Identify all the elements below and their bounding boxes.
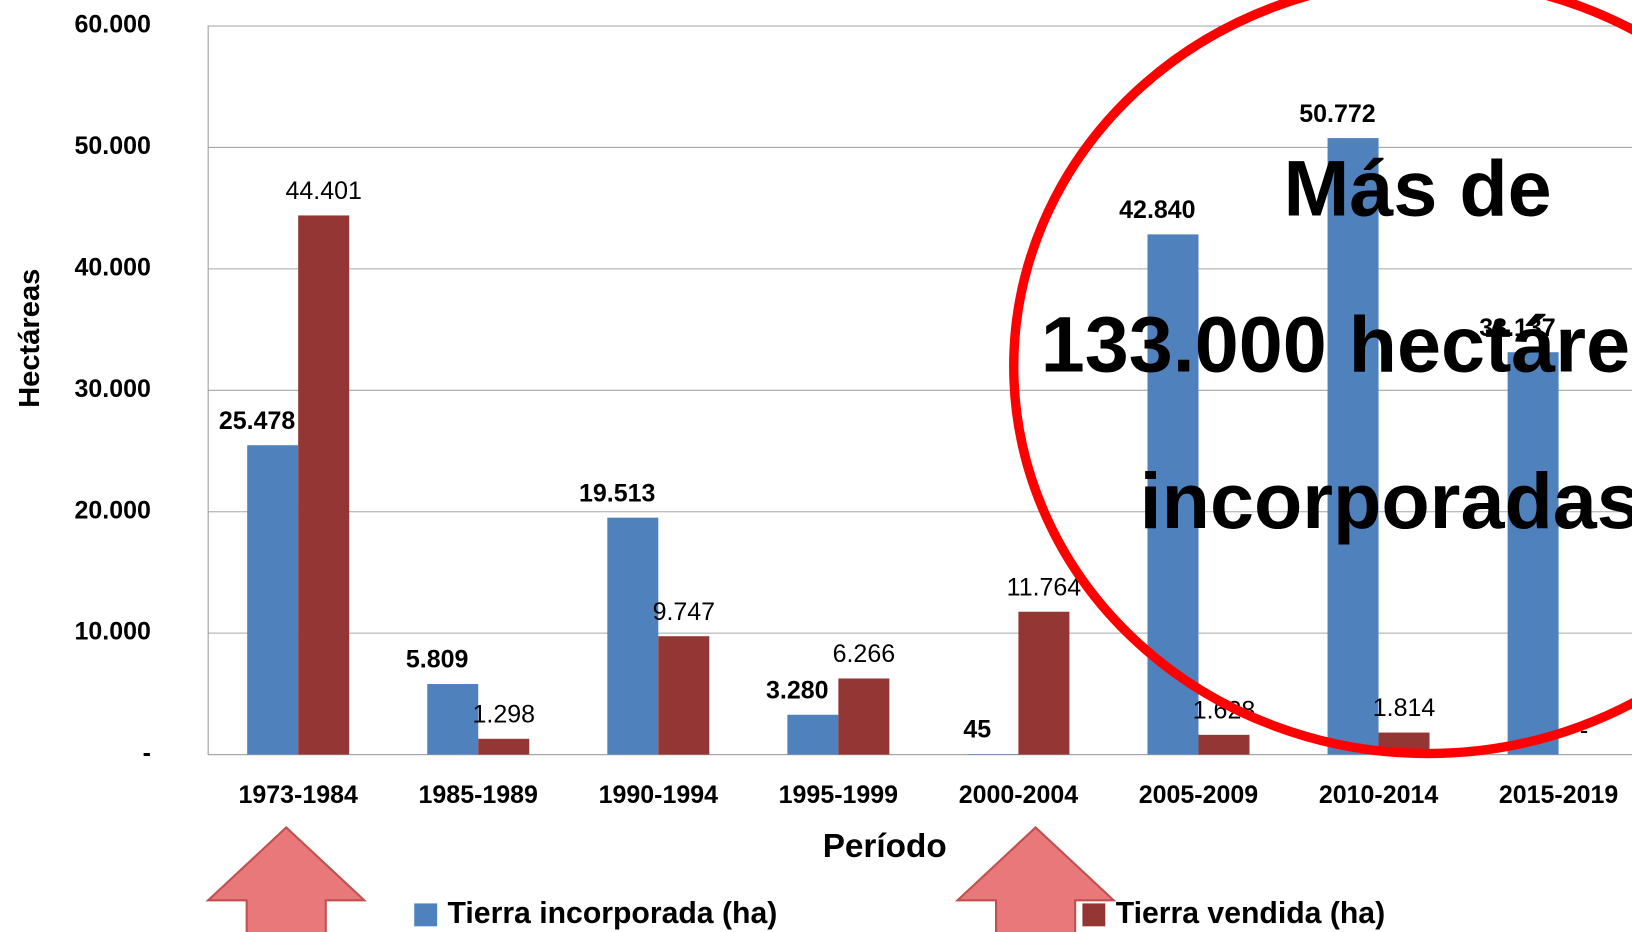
data-label: 11.764: [1007, 573, 1082, 601]
data-label: 42.840: [1119, 196, 1195, 224]
bar: [298, 215, 350, 755]
data-label: 3.280: [766, 676, 828, 704]
arrow: [205, 826, 367, 932]
data-label: -: [1580, 716, 1588, 744]
bar: [607, 517, 659, 755]
bar: [478, 738, 530, 755]
bar: [247, 445, 299, 755]
legend-swatch: [414, 903, 438, 927]
y-tick-label: 40.000: [75, 253, 151, 281]
data-label: 6.266: [833, 640, 895, 668]
y-tick-label: 30.000: [75, 375, 151, 403]
bar: [1198, 734, 1250, 755]
legend-label: Tierra incorporada (ha): [448, 897, 778, 930]
x-tick-label: 1973-1984: [238, 781, 358, 809]
annotation: 133.000 hectáreas: [1041, 300, 1632, 389]
data-label: 45: [963, 716, 991, 744]
bar: [1327, 138, 1379, 755]
data-label: 50.772: [1299, 100, 1375, 128]
legend-swatch: [1082, 903, 1106, 927]
data-label: 5.809: [406, 646, 468, 674]
x-tick-label: 1990-1994: [599, 781, 719, 809]
x-tick-label: 1985-1989: [419, 781, 538, 809]
x-axis-label: Período: [823, 828, 947, 865]
data-label: 19.513: [579, 479, 655, 507]
bar: [787, 714, 839, 755]
arrow: [954, 826, 1117, 932]
x-tick-label: 1995-1999: [779, 781, 898, 809]
x-tick-label: 2005-2009: [1139, 781, 1258, 809]
data-label: 25.478: [219, 407, 295, 435]
x-tick-label: 2010-2014: [1319, 781, 1439, 809]
bar: [1507, 352, 1559, 755]
y-axis-label: Hectáreas: [14, 269, 46, 408]
bar: [967, 754, 1019, 755]
bar: [838, 678, 890, 755]
x-tick-label: 2000-2004: [959, 781, 1079, 809]
bar: [427, 684, 479, 755]
highlight-circle: [1009, 0, 1632, 759]
data-label: 44.401: [286, 177, 362, 205]
x-tick-label: 2015-2019: [1499, 781, 1618, 809]
data-label: 1.814: [1373, 694, 1436, 722]
data-label: 33.137: [1479, 314, 1555, 342]
y-tick-label: 50.000: [75, 132, 151, 160]
y-tick-label: -: [143, 739, 151, 767]
y-tick-label: 20.000: [75, 496, 151, 524]
data-label: 9.747: [653, 598, 715, 626]
y-tick-label: 10.000: [75, 618, 151, 646]
chart-body: Hectáreas Período - 10.000 20.000 30.000 40.…: [14, 0, 1632, 932]
bar: [1018, 611, 1070, 755]
annotation: incorporadas: [1140, 456, 1632, 545]
legend-label: Tierra vendida (ha): [1116, 897, 1385, 930]
y-tick-label: 60.000: [75, 11, 151, 39]
annotation: Más de: [1283, 144, 1551, 233]
bar: [658, 636, 710, 755]
data-label: 1.298: [473, 701, 535, 729]
